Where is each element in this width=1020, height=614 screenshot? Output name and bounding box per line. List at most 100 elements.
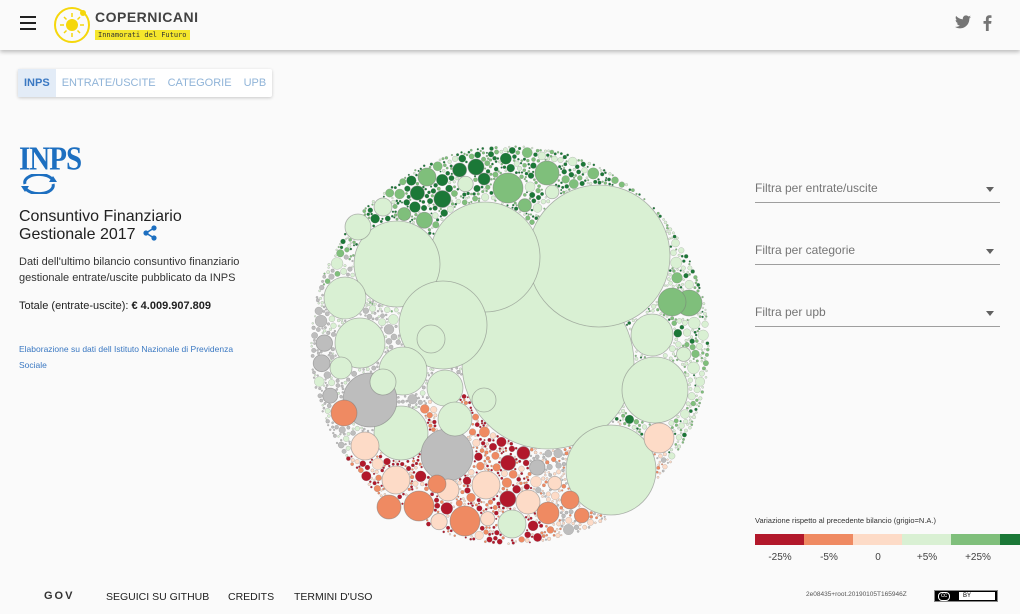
bubble[interactable]: [492, 505, 498, 510]
bubble[interactable]: [694, 384, 697, 387]
bubble[interactable]: [694, 333, 698, 337]
bubble[interactable]: [657, 287, 687, 317]
bubble[interactable]: [498, 474, 501, 477]
bubble[interactable]: [382, 466, 385, 470]
bubble[interactable]: [497, 509, 527, 539]
bubble[interactable]: [406, 205, 409, 208]
bubble[interactable]: [427, 190, 431, 195]
bubble[interactable]: [517, 157, 520, 161]
bubble[interactable]: [695, 394, 698, 397]
bubble[interactable]: [484, 167, 487, 170]
bubble[interactable]: [475, 471, 478, 474]
bubble[interactable]: [514, 206, 519, 211]
bubble[interactable]: [421, 200, 426, 204]
bubble[interactable]: [671, 267, 674, 270]
bubble[interactable]: [505, 488, 509, 491]
bubble[interactable]: [430, 371, 434, 375]
bubble[interactable]: [384, 215, 391, 222]
bubble[interactable]: [529, 454, 533, 458]
bubble[interactable]: [574, 164, 580, 170]
bubble[interactable]: [527, 184, 671, 328]
bubble[interactable]: [658, 214, 662, 218]
bubble[interactable]: [441, 157, 445, 161]
bubble[interactable]: [455, 499, 463, 507]
bubble[interactable]: [608, 172, 612, 176]
bubble[interactable]: [433, 190, 452, 208]
bubble[interactable]: [608, 182, 612, 186]
bubble[interactable]: [424, 187, 428, 191]
bubble[interactable]: [514, 457, 518, 461]
bubble[interactable]: [372, 481, 377, 486]
bubble[interactable]: [351, 427, 355, 431]
bubble[interactable]: [522, 168, 527, 173]
bubble[interactable]: [601, 180, 604, 183]
bubble[interactable]: [675, 358, 679, 362]
bubble[interactable]: [479, 149, 482, 153]
bubble[interactable]: [676, 318, 683, 324]
bubble[interactable]: [346, 377, 351, 382]
bubble[interactable]: [362, 371, 365, 374]
bubble[interactable]: [390, 214, 394, 218]
bubble[interactable]: [563, 524, 574, 536]
bubble[interactable]: [331, 425, 335, 429]
bubble[interactable]: [439, 215, 443, 218]
bubble[interactable]: [698, 396, 703, 401]
bubble[interactable]: [490, 178, 493, 181]
bubble[interactable]: [412, 221, 416, 224]
bubble[interactable]: [695, 411, 698, 414]
bubble[interactable]: [404, 464, 407, 468]
bubble[interactable]: [358, 467, 364, 474]
bubble[interactable]: [582, 524, 588, 530]
bubble[interactable]: [364, 464, 371, 471]
bubble[interactable]: [560, 181, 563, 185]
bubble[interactable]: [380, 310, 384, 313]
bubble[interactable]: [482, 501, 486, 504]
bubble[interactable]: [310, 345, 313, 348]
bubble[interactable]: [688, 421, 692, 425]
bubble[interactable]: [431, 368, 435, 372]
bubble[interactable]: [395, 339, 401, 345]
bubble[interactable]: [431, 212, 439, 219]
bubble[interactable]: [337, 324, 341, 328]
bubble[interactable]: [483, 540, 487, 544]
bubble[interactable]: [641, 424, 648, 430]
bubble[interactable]: [700, 390, 704, 394]
bubble[interactable]: [499, 490, 517, 508]
bubble[interactable]: [500, 476, 504, 480]
bubble[interactable]: [568, 509, 574, 515]
bubble[interactable]: [658, 471, 662, 475]
bubble[interactable]: [365, 304, 368, 308]
bubble[interactable]: [693, 330, 697, 334]
bubble[interactable]: [545, 460, 550, 465]
bubble[interactable]: [413, 217, 417, 220]
bubble[interactable]: [328, 273, 335, 280]
bubble[interactable]: [611, 174, 614, 177]
bubble[interactable]: [562, 190, 566, 194]
bubble[interactable]: [673, 432, 677, 436]
bubble[interactable]: [314, 306, 323, 316]
bubble[interactable]: [411, 463, 415, 468]
bubble[interactable]: [518, 465, 525, 472]
bubble[interactable]: [375, 317, 379, 321]
bubble[interactable]: [670, 316, 675, 321]
bubble[interactable]: [647, 307, 650, 310]
bubble[interactable]: [371, 365, 377, 371]
bubble[interactable]: [400, 399, 405, 404]
bubble[interactable]: [373, 311, 377, 315]
bubble[interactable]: [367, 482, 371, 486]
bubble[interactable]: [533, 512, 537, 515]
bubble[interactable]: [524, 175, 527, 179]
bubble[interactable]: [526, 478, 530, 482]
bubble[interactable]: [384, 313, 388, 317]
bubble[interactable]: [611, 420, 615, 423]
bubble[interactable]: [429, 185, 433, 188]
bubble[interactable]: [461, 199, 468, 206]
bubble[interactable]: [466, 492, 476, 503]
bubble[interactable]: [547, 475, 563, 491]
bubble[interactable]: [541, 476, 546, 481]
bubble[interactable]: [535, 519, 538, 522]
bubble[interactable]: [529, 219, 535, 225]
bubble[interactable]: [316, 374, 319, 377]
bubble[interactable]: [522, 145, 526, 149]
bubble[interactable]: [662, 452, 667, 457]
